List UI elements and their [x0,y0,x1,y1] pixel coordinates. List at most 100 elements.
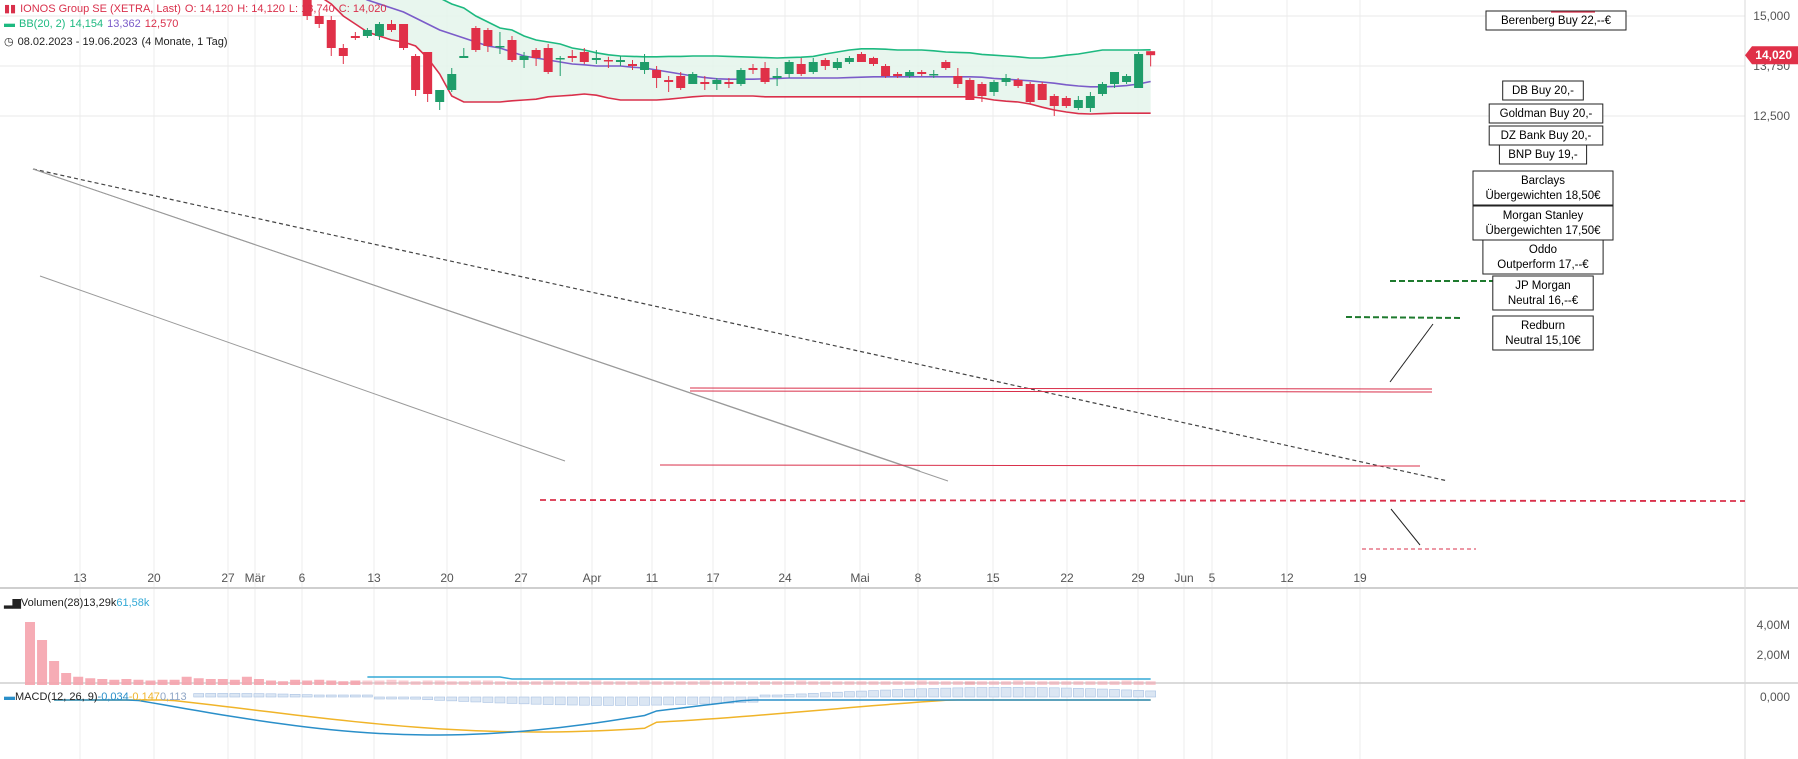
volume-bar [555,681,566,685]
macd-histogram-bar [1036,687,1048,698]
macd-histogram-bar [410,696,421,700]
macd-histogram-bar [904,688,915,698]
volume-bar [73,676,84,685]
candle-body [796,64,806,74]
candle-body [856,54,866,62]
volume-bar [772,681,783,685]
volume-header: ▂▆Volumen(28)13,29k61,58k [4,596,149,609]
macd-histogram-bar [494,696,506,704]
volume-bar [362,680,373,685]
volume-bar [1073,681,1084,685]
candle-body [1061,98,1071,106]
candle-body [676,76,686,88]
macd-histogram-bar [193,693,204,698]
candle-body [338,48,348,56]
bb-upper-value: 14,154 [69,18,104,30]
volume-icon: ▂▆ [4,597,21,609]
price-axis: 12,50013,75015,00016,25017,50018,75020,0… [1745,9,1798,123]
time-tick-label: 8 [915,571,922,585]
macd-histogram-bar [807,693,819,698]
time-tick-label: 6 [299,571,306,585]
annotation-box [1472,170,1614,206]
volume-bar [326,680,337,685]
volume-bar [181,676,192,685]
volume-bar [964,681,975,685]
volume-bar [1049,681,1060,685]
last-price-tag [1745,46,1798,65]
candle-body [1122,76,1132,82]
candle-body [555,58,565,60]
time-tick-label: 12 [1280,571,1294,585]
bb-upper-line [441,0,1151,59]
volume-value-2: 61,58k [116,597,150,609]
volume-bar [229,679,240,685]
volume-bar [253,679,264,685]
candle-body [977,84,987,96]
annotation-label: Oddo [1529,244,1557,256]
last-price-label: 14,020 [1755,48,1792,62]
candle-body [712,80,722,84]
macd-histogram-bar [1097,688,1108,698]
volume-bar [1037,681,1048,685]
bollinger-header: ▬ BB(20, 2) 14,154 13,362 12,570 [4,18,182,30]
volume-bar [1109,681,1120,685]
volume-bar [434,680,445,685]
volume-bar [1121,680,1132,685]
volume-bar [422,680,433,685]
candle-body [567,56,577,58]
macd-histogram-bar [325,694,337,698]
candle-body [543,48,553,72]
macd-histogram-bar [362,694,373,698]
volume-bar [844,681,855,685]
volume-bar [278,681,289,685]
support-line [659,464,1421,467]
macd-histogram-bar [566,696,578,706]
macd-histogram-bar [482,696,494,703]
price-tick-label: 12,500 [1753,109,1790,123]
volume-bar [543,680,554,685]
candle-body [832,62,842,68]
candle-body [881,66,891,76]
grid-lines [0,0,1745,759]
support-line-dashed [539,499,1746,502]
macd-histogram-bar [530,696,542,705]
annotation-box [1492,315,1594,351]
volume-bar [748,681,758,685]
annotation-label: Outperform 17,--€ [1497,259,1589,271]
ohlc-low: L: 13,740 [288,3,335,15]
macd-histogram-bar [1024,687,1036,698]
date-period: (4 Monate, 1 Tag) [141,36,228,48]
macd-histogram-bar [205,693,217,698]
macd-name: MACD(12, 26, 9) [15,691,98,703]
volume-bars: 4,00M 2,00M [25,618,1790,685]
macd-histogram-bar [627,696,638,706]
candles [302,0,1156,116]
candle-body [362,30,372,36]
macd-histogram-bar [1073,688,1084,698]
macd-histogram-bar [422,696,433,701]
annotation-label: Barclays [1521,175,1565,187]
volume-bar [145,680,156,685]
macd-value-2: -0,147 [128,691,160,703]
macd-histogram-bar [699,696,711,705]
candle-body [483,30,493,46]
macd-histogram-bar [301,694,313,698]
time-tick-label: Jun [1174,571,1193,585]
macd-panel: 0,000 [54,687,1790,736]
volume-bar [241,676,252,685]
instrument-header: ▮▮ IONOS Group SE (XETRA, Last) O: 14,120 H… [4,2,391,15]
volume-bar [784,681,795,685]
macd-histogram-bar [506,696,518,704]
macd-histogram-bar [723,696,735,704]
volume-bar [1133,681,1144,685]
candle-body [1001,78,1011,82]
macd-histogram-bar [928,688,940,698]
volume-bar [880,681,891,685]
volume-bar [892,681,903,685]
candle-body [953,76,963,84]
volume-bar [808,681,819,685]
volume-tick-label: 4,00M [1757,618,1790,632]
time-tick-label: 11 [646,571,659,585]
volume-bar [796,680,807,685]
